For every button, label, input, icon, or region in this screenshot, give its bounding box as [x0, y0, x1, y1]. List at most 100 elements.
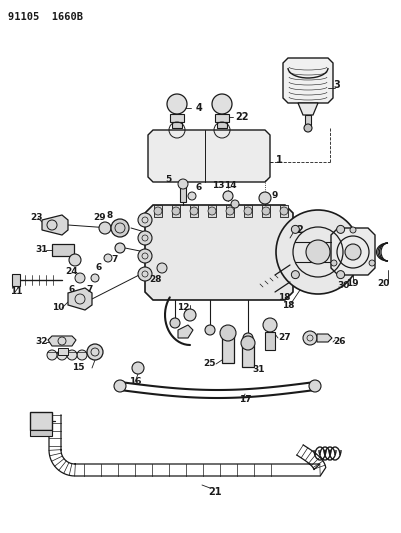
Polygon shape [68, 288, 92, 310]
Text: 6: 6 [195, 183, 201, 192]
Circle shape [57, 350, 67, 360]
Circle shape [111, 219, 129, 237]
Bar [190, 205, 198, 217]
Bar [226, 205, 234, 217]
Text: 5: 5 [165, 175, 171, 184]
Polygon shape [331, 228, 375, 275]
Bar [217, 122, 227, 128]
Polygon shape [178, 325, 193, 338]
Bar [208, 205, 216, 217]
Text: 91105  1660B: 91105 1660B [8, 12, 83, 22]
Text: 17: 17 [239, 395, 251, 405]
Text: 31: 31 [35, 246, 47, 254]
Bar [222, 335, 234, 363]
Circle shape [67, 350, 77, 360]
Polygon shape [48, 336, 76, 346]
Circle shape [115, 243, 125, 253]
Polygon shape [148, 130, 270, 182]
Circle shape [304, 124, 312, 132]
Circle shape [303, 331, 317, 345]
Circle shape [138, 213, 152, 227]
Text: 20: 20 [377, 279, 389, 288]
Circle shape [212, 94, 232, 114]
Circle shape [208, 207, 216, 215]
Circle shape [77, 350, 87, 360]
Circle shape [87, 344, 103, 360]
Circle shape [223, 191, 233, 201]
Circle shape [231, 200, 239, 208]
Circle shape [336, 271, 344, 279]
Circle shape [114, 380, 126, 392]
Circle shape [138, 267, 152, 281]
Circle shape [243, 333, 253, 343]
Bar [30, 412, 52, 430]
Bar [12, 274, 20, 286]
Circle shape [259, 192, 271, 204]
Bar [262, 205, 270, 217]
Circle shape [205, 325, 215, 335]
Circle shape [170, 318, 180, 328]
Text: 7: 7 [112, 255, 118, 264]
Text: 22: 22 [235, 112, 249, 122]
Text: 18: 18 [282, 302, 294, 311]
Circle shape [167, 94, 187, 114]
Bar [170, 114, 184, 122]
Polygon shape [42, 215, 68, 235]
Polygon shape [298, 103, 318, 115]
Text: 11: 11 [10, 287, 22, 296]
Text: 18: 18 [278, 294, 290, 303]
Text: 23: 23 [30, 214, 43, 222]
Circle shape [345, 244, 361, 260]
Polygon shape [58, 348, 68, 355]
Circle shape [226, 207, 234, 215]
Bar [280, 205, 288, 217]
Text: 30: 30 [338, 280, 350, 289]
Text: 2: 2 [296, 225, 303, 235]
Circle shape [292, 225, 300, 233]
Text: 15: 15 [72, 364, 84, 373]
Circle shape [69, 254, 81, 266]
Circle shape [75, 273, 85, 283]
Bar [52, 244, 74, 256]
Text: 27: 27 [278, 334, 291, 343]
Bar [244, 205, 252, 217]
Circle shape [244, 207, 252, 215]
Bar [172, 122, 182, 128]
Circle shape [190, 207, 198, 215]
Circle shape [241, 336, 255, 350]
Circle shape [306, 240, 330, 264]
Circle shape [132, 362, 144, 374]
Circle shape [276, 210, 360, 294]
Text: 13: 13 [212, 182, 224, 190]
Bar [242, 345, 254, 367]
Circle shape [104, 254, 112, 262]
Circle shape [220, 325, 236, 341]
Circle shape [292, 271, 300, 279]
Text: 12: 12 [177, 303, 189, 312]
Circle shape [172, 207, 180, 215]
Bar [154, 205, 162, 217]
Circle shape [184, 309, 196, 321]
Text: 26: 26 [333, 337, 346, 346]
Circle shape [336, 225, 344, 233]
Circle shape [154, 207, 162, 215]
Text: 8: 8 [107, 211, 113, 220]
Circle shape [309, 380, 321, 392]
Bar [265, 332, 275, 350]
Text: 7: 7 [87, 286, 93, 295]
Circle shape [350, 227, 356, 233]
Text: 25: 25 [204, 359, 216, 368]
Bar [172, 205, 180, 217]
Polygon shape [145, 205, 293, 300]
Circle shape [280, 207, 288, 215]
Circle shape [138, 231, 152, 245]
Text: 21: 21 [208, 487, 222, 497]
Circle shape [331, 260, 337, 266]
Text: 9: 9 [272, 191, 278, 200]
Text: 28: 28 [149, 276, 161, 285]
Text: 6: 6 [69, 286, 75, 295]
Bar [30, 430, 52, 436]
Circle shape [188, 192, 196, 200]
Text: 14: 14 [224, 182, 236, 190]
Text: 10: 10 [52, 303, 65, 312]
